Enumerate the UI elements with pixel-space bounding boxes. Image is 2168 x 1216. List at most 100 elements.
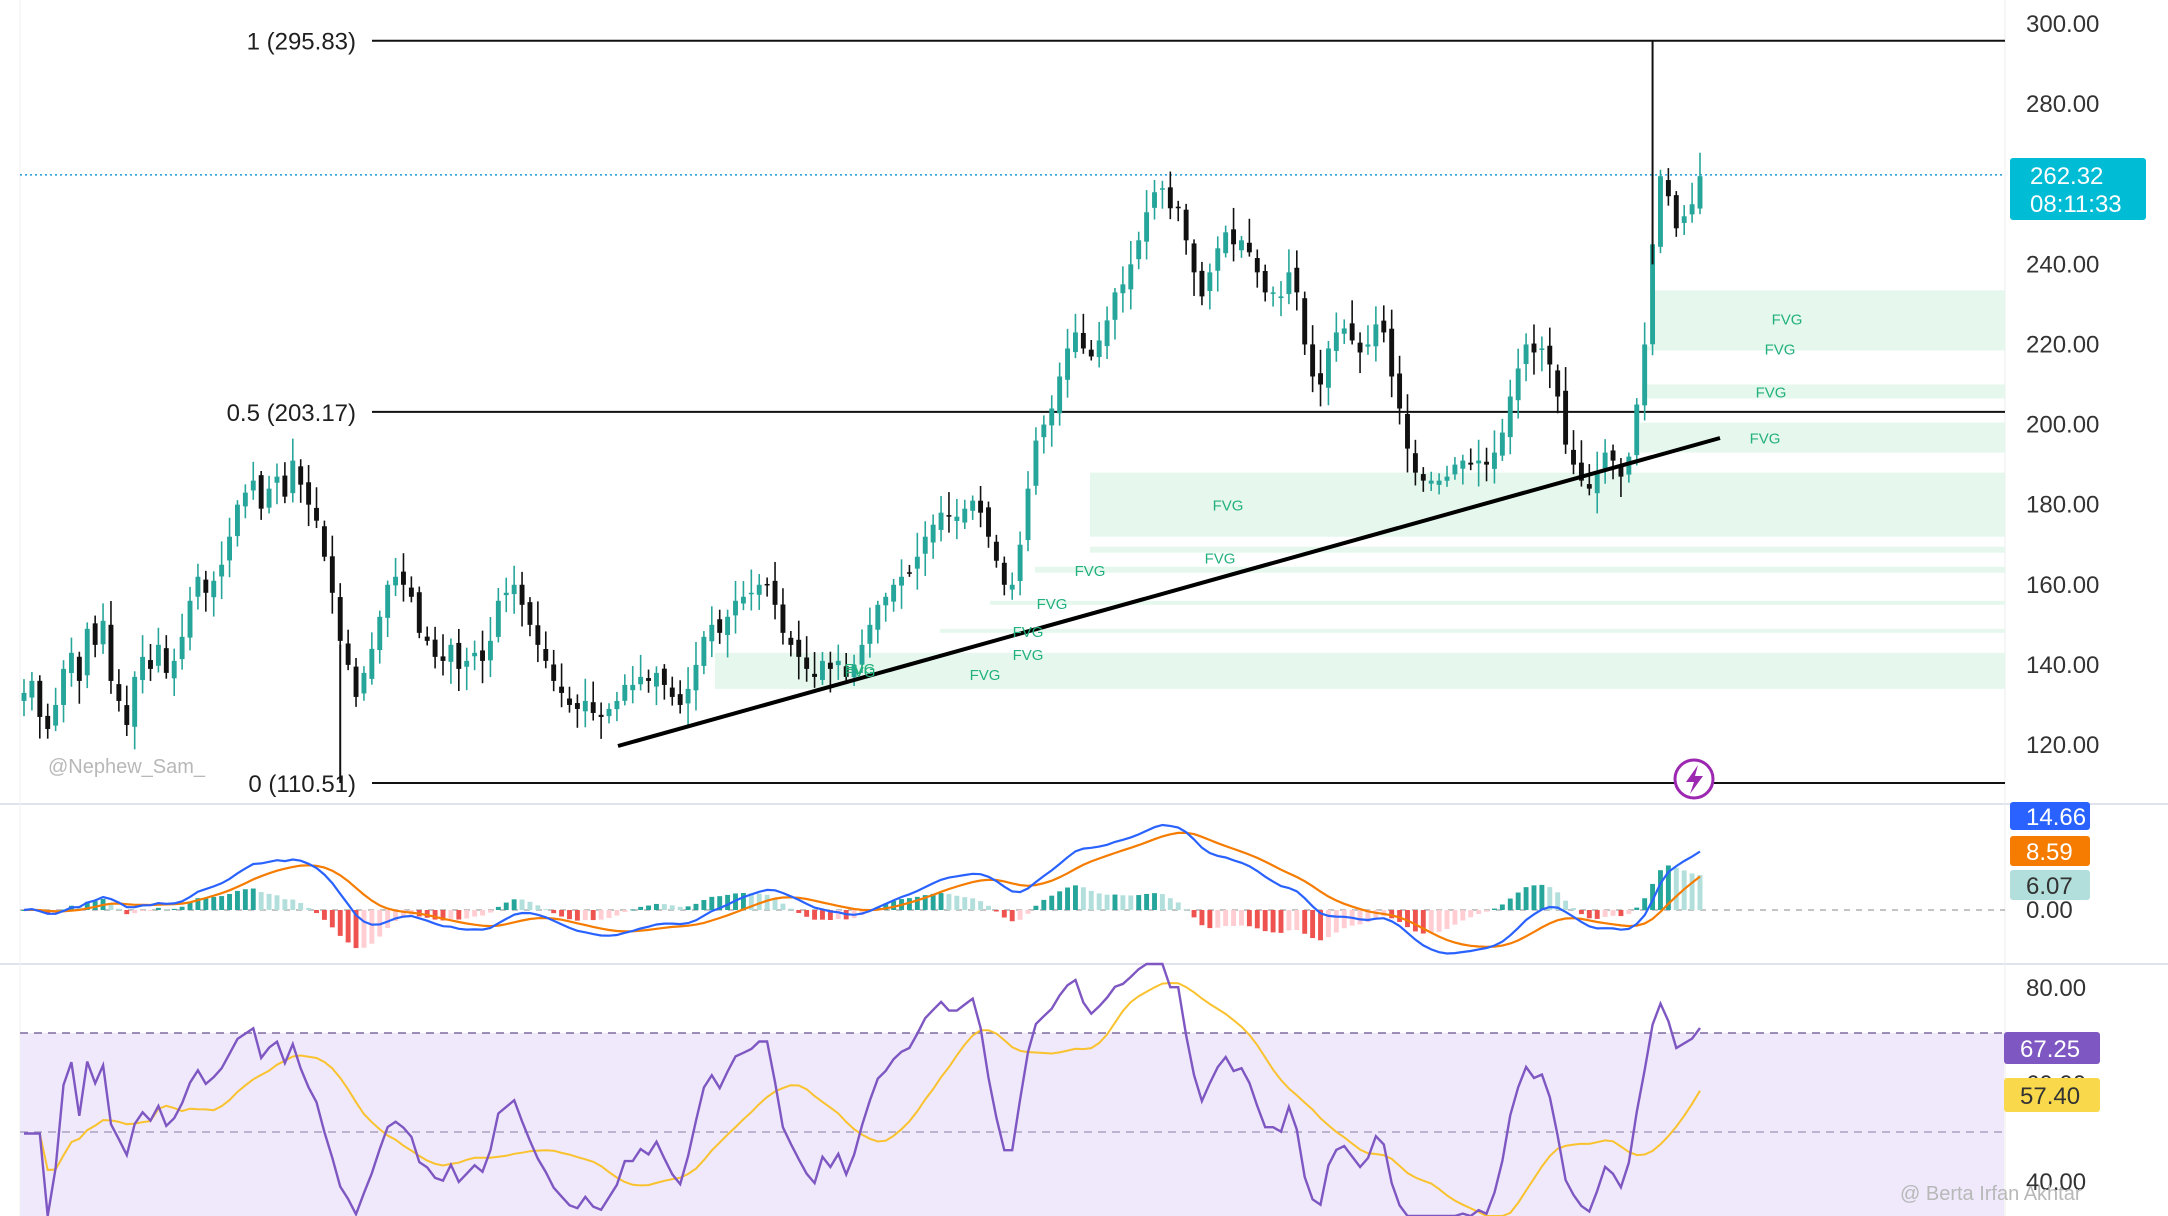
candle-body: [1689, 204, 1695, 215]
candle-body: [1080, 332, 1086, 349]
fvg-zone-4[interactable]: [1090, 472, 2005, 537]
candle-body: [1294, 267, 1300, 293]
candle-body: [1397, 373, 1403, 409]
candle-body: [385, 584, 391, 618]
candle-body: [116, 684, 122, 701]
macd-hist-bar: [543, 909, 549, 911]
macd-hist-bar: [1634, 907, 1640, 910]
candle-body: [1571, 449, 1576, 465]
macd-hist-bar: [432, 910, 438, 920]
candle-body: [1207, 272, 1213, 291]
candle-body: [986, 507, 991, 537]
candle-body: [416, 592, 422, 633]
macd-hist-bar: [1555, 892, 1561, 910]
macd-hist-bar: [1665, 865, 1671, 910]
rsi-ma-value: 57.40: [2020, 1083, 2080, 1110]
macd-hist-bar: [970, 898, 976, 910]
candle-body: [1515, 368, 1521, 401]
fib-label-0: 1 (295.83): [247, 29, 356, 56]
ascending-trendline[interactable]: [617, 436, 1721, 748]
macd-hist-bar: [1254, 910, 1260, 929]
fvg-zone-5[interactable]: [1090, 546, 2005, 553]
macd-hist-bar: [353, 910, 359, 949]
fvg-zone-9[interactable]: [715, 652, 2005, 689]
macd-hist-bar: [242, 889, 248, 910]
macd-hist-bar: [1104, 894, 1110, 910]
macd-hist-bar: [1112, 894, 1118, 910]
macd-hist-bar: [1673, 867, 1679, 910]
macd-hist-bar: [456, 910, 462, 920]
candle-body: [353, 666, 359, 697]
candle-body: [899, 576, 904, 586]
candle-body: [1468, 462, 1474, 465]
macd-hist-bar: [661, 904, 667, 910]
macd-hist-bar: [709, 896, 715, 910]
candle-body: [1602, 452, 1608, 469]
fvg-label-7: FVG: [1037, 596, 1068, 613]
macd-hist-bar: [986, 905, 991, 910]
fvg-zone-7[interactable]: [990, 600, 2005, 605]
macd-hist-bar: [1175, 902, 1181, 910]
macd-hist-bar: [1017, 910, 1023, 920]
candle-body: [1507, 396, 1513, 438]
candle-body: [1586, 484, 1592, 489]
macd-hist-bar: [1586, 910, 1592, 919]
candle-body: [1175, 206, 1181, 209]
fvg-zone-0[interactable]: [1650, 290, 2005, 347]
candle-body: [740, 596, 746, 604]
macd-hist-bar: [559, 910, 565, 917]
candle-body: [1057, 376, 1063, 414]
fvg-zone-8[interactable]: [940, 628, 2005, 633]
macd-hist-bar: [519, 899, 525, 910]
macd-hist-bar: [1207, 910, 1213, 929]
candle-body: [1215, 248, 1221, 271]
candle-body: [227, 536, 232, 561]
macd-hist-bar: [764, 894, 770, 910]
macd-hist-bar: [1515, 892, 1521, 910]
candle-body: [1223, 232, 1229, 254]
fvg-zone-2[interactable]: [1645, 384, 2005, 399]
fvg-zone-6[interactable]: [1035, 566, 2005, 573]
candle-body: [1578, 462, 1584, 481]
macd-hist-bar: [1341, 910, 1347, 929]
candle-body: [1152, 192, 1157, 208]
macd-hist-bar: [1191, 910, 1197, 918]
macd-hist-bar: [788, 908, 794, 910]
lightning-icon[interactable]: [1673, 758, 1715, 800]
macd-hist-bar: [1523, 887, 1529, 910]
candle-body: [551, 664, 557, 681]
fvg-zone-3[interactable]: [1640, 422, 2005, 453]
candle-body: [1499, 432, 1505, 456]
macd-hist-bar: [993, 910, 999, 912]
macd-hist-bar: [1602, 910, 1608, 917]
macd-hist-bar: [1357, 910, 1363, 925]
macd-hist-bar: [638, 906, 644, 910]
macd-hist-bar: [385, 910, 391, 928]
price-tick-6: 160.00: [2026, 572, 2099, 599]
candle-body: [772, 580, 778, 605]
candle-body: [1523, 344, 1529, 365]
macd-hist-bar: [740, 893, 746, 910]
macd-hist-bar: [1618, 910, 1624, 917]
price-tick-0: 300.00: [2026, 11, 2099, 38]
macd-hist-bar: [1571, 908, 1576, 910]
candle-body: [1650, 244, 1656, 345]
macd-hist-bar: [448, 910, 454, 919]
fvg-label-3: FVG: [1750, 431, 1781, 448]
macd-hist-bar: [1057, 891, 1063, 910]
fvg-zone-1[interactable]: [1645, 346, 2005, 351]
candle-body: [298, 466, 304, 485]
macd-hist-bar: [835, 910, 841, 920]
candle-body: [1302, 298, 1308, 345]
candle-body: [1642, 344, 1648, 406]
candle-body: [329, 556, 335, 593]
candle-body: [393, 576, 399, 586]
candle-body: [250, 480, 256, 491]
candle-body: [1555, 370, 1561, 397]
macd-hist-bar: [424, 910, 430, 918]
candle-body: [401, 571, 406, 585]
macd-hist-bar: [45, 910, 51, 915]
candle-body: [235, 504, 240, 537]
